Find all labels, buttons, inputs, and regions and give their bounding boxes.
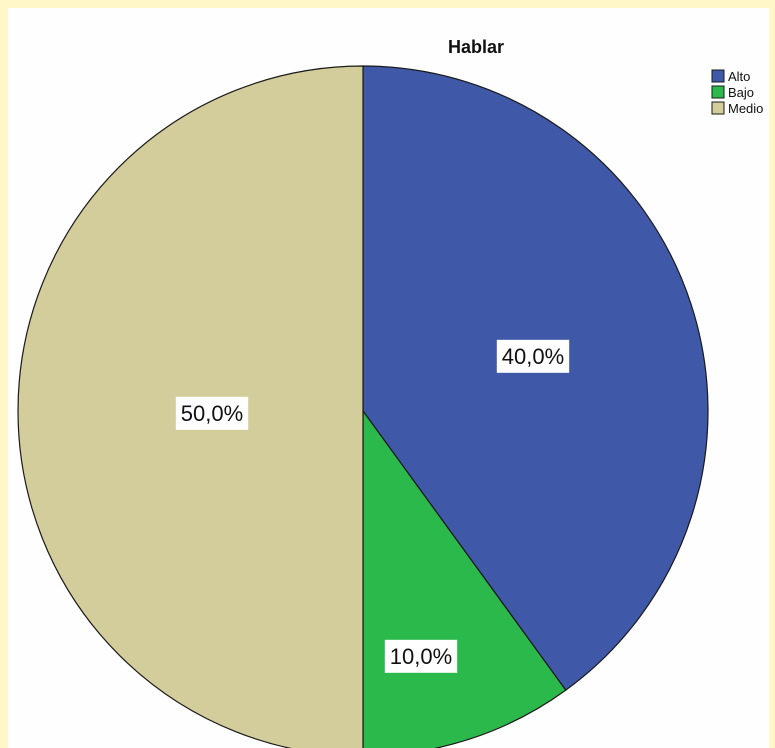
pie-data-labels: 40,0% 10,0% 50,0% xyxy=(175,339,570,673)
background-edge-right xyxy=(769,0,775,748)
background-edge-top xyxy=(0,0,775,8)
legend-label-medio: Medio xyxy=(728,101,763,116)
legend-swatch-alto xyxy=(711,69,725,83)
data-label-box xyxy=(496,339,570,373)
data-label-text: 40,0% xyxy=(502,344,564,369)
data-label-medio: 50,0% xyxy=(175,396,249,430)
legend-swatch-medio xyxy=(711,101,725,115)
legend-label-alto: Alto xyxy=(728,69,750,84)
background-edge-left xyxy=(0,0,8,748)
data-label-bajo: 10,0% xyxy=(384,639,458,673)
chart-title: Hablar xyxy=(448,37,504,57)
pie-slice-alto xyxy=(362,65,709,691)
data-label-box xyxy=(175,396,249,430)
data-label-text: 10,0% xyxy=(390,644,452,669)
legend-swatch-bajo xyxy=(711,85,725,99)
data-label-box xyxy=(384,639,458,673)
legend-label-bajo: Bajo xyxy=(728,85,754,100)
data-label-text: 50,0% xyxy=(181,401,243,426)
data-label-alto: 40,0% xyxy=(496,339,570,373)
pie-slices xyxy=(17,65,709,748)
